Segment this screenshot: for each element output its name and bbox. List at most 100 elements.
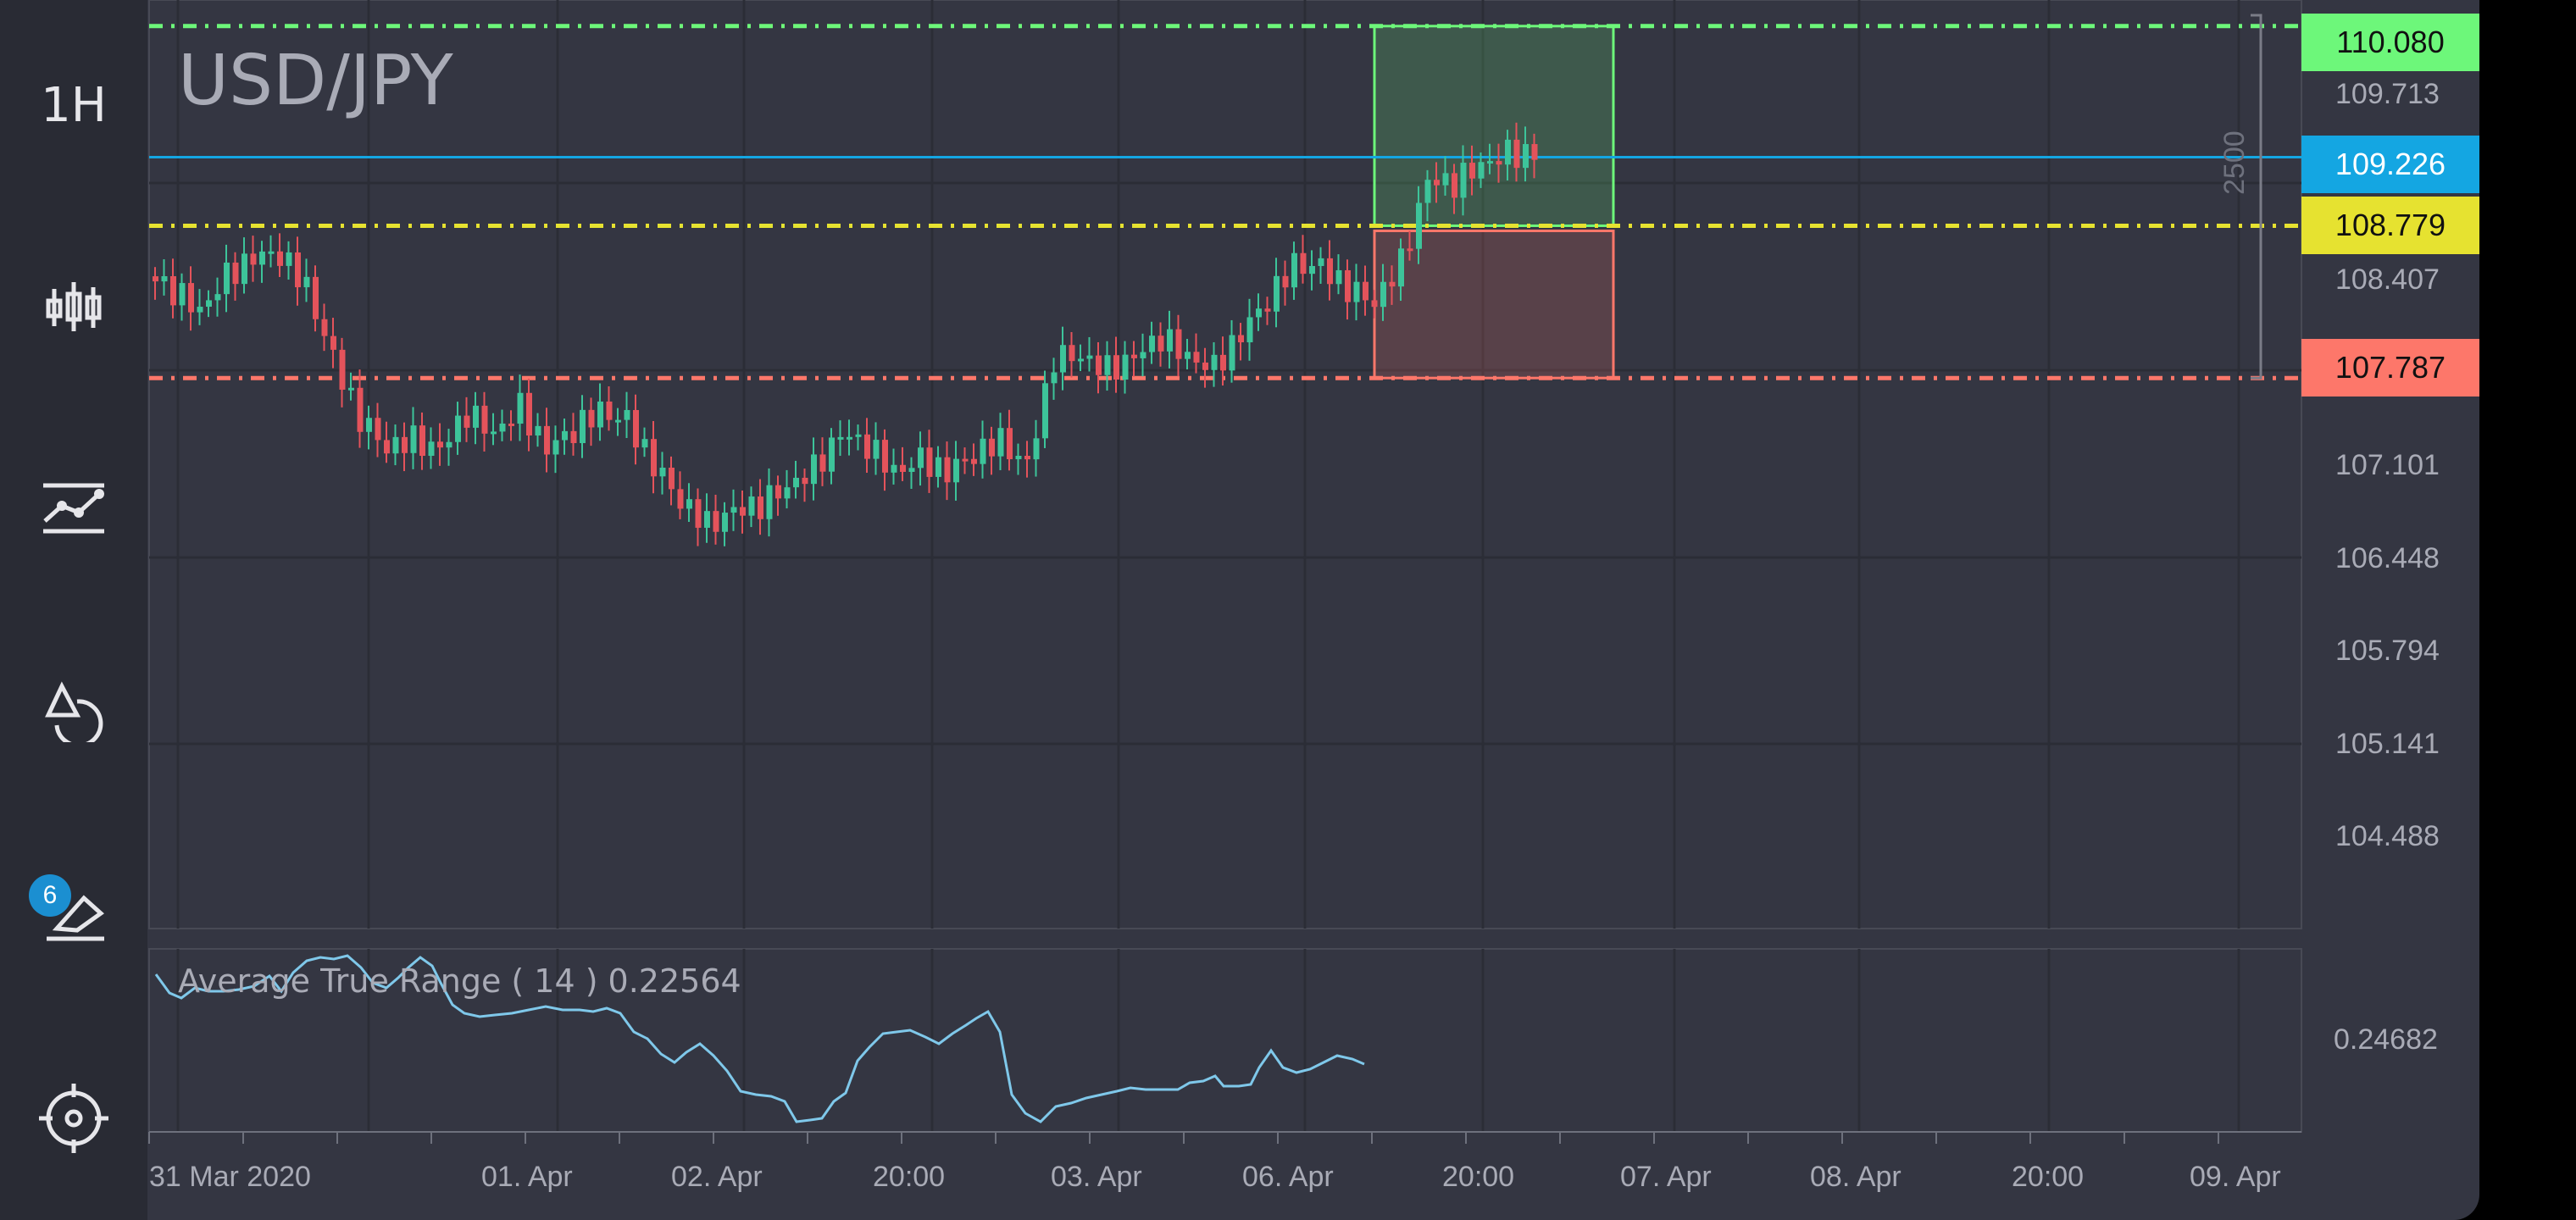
candle-body [962,458,969,462]
candle-body [926,447,933,477]
candle-body [544,425,550,455]
candle-body [819,454,826,472]
candle-body [535,425,541,436]
candle-body [758,496,763,519]
candle-body [1460,163,1467,198]
candle-body [392,436,399,454]
chart-type-button[interactable] [23,256,125,358]
candle-body [402,436,408,453]
candle-body [170,276,176,306]
candle-body [232,262,239,285]
candle-body [829,437,835,472]
reward-zone [1373,25,1615,227]
candle-body [722,513,728,532]
candle-body [526,392,532,436]
candle-body [686,499,692,509]
candle-body [971,458,977,464]
y-axis-label: 108.407 [2335,263,2440,296]
stop-loss-price-tag[interactable]: 107.787 [2301,339,2479,396]
price-chart[interactable] [0,0,2479,1220]
candle-body [1149,336,1155,352]
candle-body [1416,202,1422,249]
candle-body [330,336,336,350]
ruler-bracket [2251,14,2262,380]
eraser-button[interactable] [23,861,125,962]
candle-body [1282,275,1289,288]
candle-body [891,464,897,473]
candle-body [615,419,621,423]
candle-body [784,487,791,499]
candle-body [1060,345,1066,373]
candle-body [802,477,808,485]
candle-body [669,467,675,490]
candle-body [1442,173,1449,186]
candle-body [179,283,186,306]
candle-body [1238,335,1244,343]
candle-body [1345,269,1351,302]
candle-body [357,387,364,432]
ruler-distance-label: 2500 [2218,130,2251,195]
candle-body [588,409,595,428]
candle-body [641,439,648,448]
sidebar: 1H [0,0,147,1220]
candle-body [651,439,657,477]
candle-body [1042,383,1048,439]
crosshair-button[interactable] [23,1068,125,1169]
candle-body [793,477,799,488]
entry-price-tag[interactable]: 108.779 [2301,197,2479,254]
candle-body [766,485,773,519]
candle-body [268,251,275,254]
x-axis-label: 02. Apr [671,1161,763,1193]
candle-body [1229,335,1235,371]
candle-body [286,252,292,266]
timeframe-button[interactable]: 1H [23,54,125,156]
candle-body [989,438,995,457]
indicator-label: Average True Range( 14 ) 0.22564 [178,962,752,1000]
shapes-button[interactable] [23,661,125,762]
candle-body [1122,354,1129,380]
candle-body [1175,329,1182,359]
candle-body [428,441,435,457]
candle-body [499,423,506,432]
candle-body [1327,258,1333,285]
y-axis-label: 109.713 [2335,78,2440,110]
candle-body [873,440,880,459]
candle-body [1113,355,1119,380]
candle-body [1220,354,1226,371]
candle-body [1086,355,1093,359]
candle-body [153,276,158,282]
candle-body [1051,372,1058,384]
candle-body [1015,455,1022,460]
current-price-tag: 109.226 [2301,136,2479,193]
candle-body [580,409,586,444]
x-axis-label: 08. Apr [1810,1161,1901,1193]
candle-body [882,440,888,473]
candle-body [1069,345,1075,362]
candle-body [410,425,417,453]
candle-body [935,457,941,477]
indicators-button[interactable] [23,458,125,559]
candle-body [748,496,755,516]
timeframe-label: 1H [41,77,107,133]
shapes-icon [45,681,103,742]
candle-body [633,409,639,448]
y-axis-label: 105.141 [2335,728,2440,760]
y-axis-label: 106.448 [2335,542,2440,574]
y-axis-label: 105.794 [2335,635,2440,667]
candle-body [1496,161,1502,165]
candle-body [1264,308,1271,312]
app-window: 1H [0,0,2479,1220]
atr-line [154,954,1365,1123]
candle-body [944,457,951,483]
price-pane [148,0,2302,929]
candle-body [277,251,283,266]
take-profit-price-tag[interactable]: 110.080 [2301,14,2479,71]
candle-body [295,252,301,288]
candle-body [250,253,257,265]
candle-body [1505,139,1511,165]
candle-body [997,428,1004,457]
candle-body [1434,180,1440,186]
candle-body [481,405,488,434]
x-axis-label: 20:00 [1442,1161,1515,1193]
candle-body [464,415,470,428]
